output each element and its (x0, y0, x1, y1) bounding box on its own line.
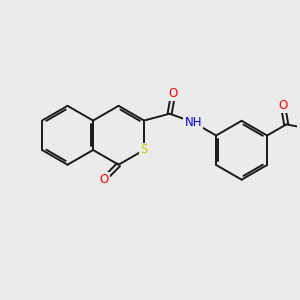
Text: NH: NH (184, 116, 202, 129)
Text: O: O (99, 173, 109, 186)
Text: S: S (140, 143, 148, 157)
Text: O: O (169, 87, 178, 100)
Text: O: O (278, 99, 287, 112)
